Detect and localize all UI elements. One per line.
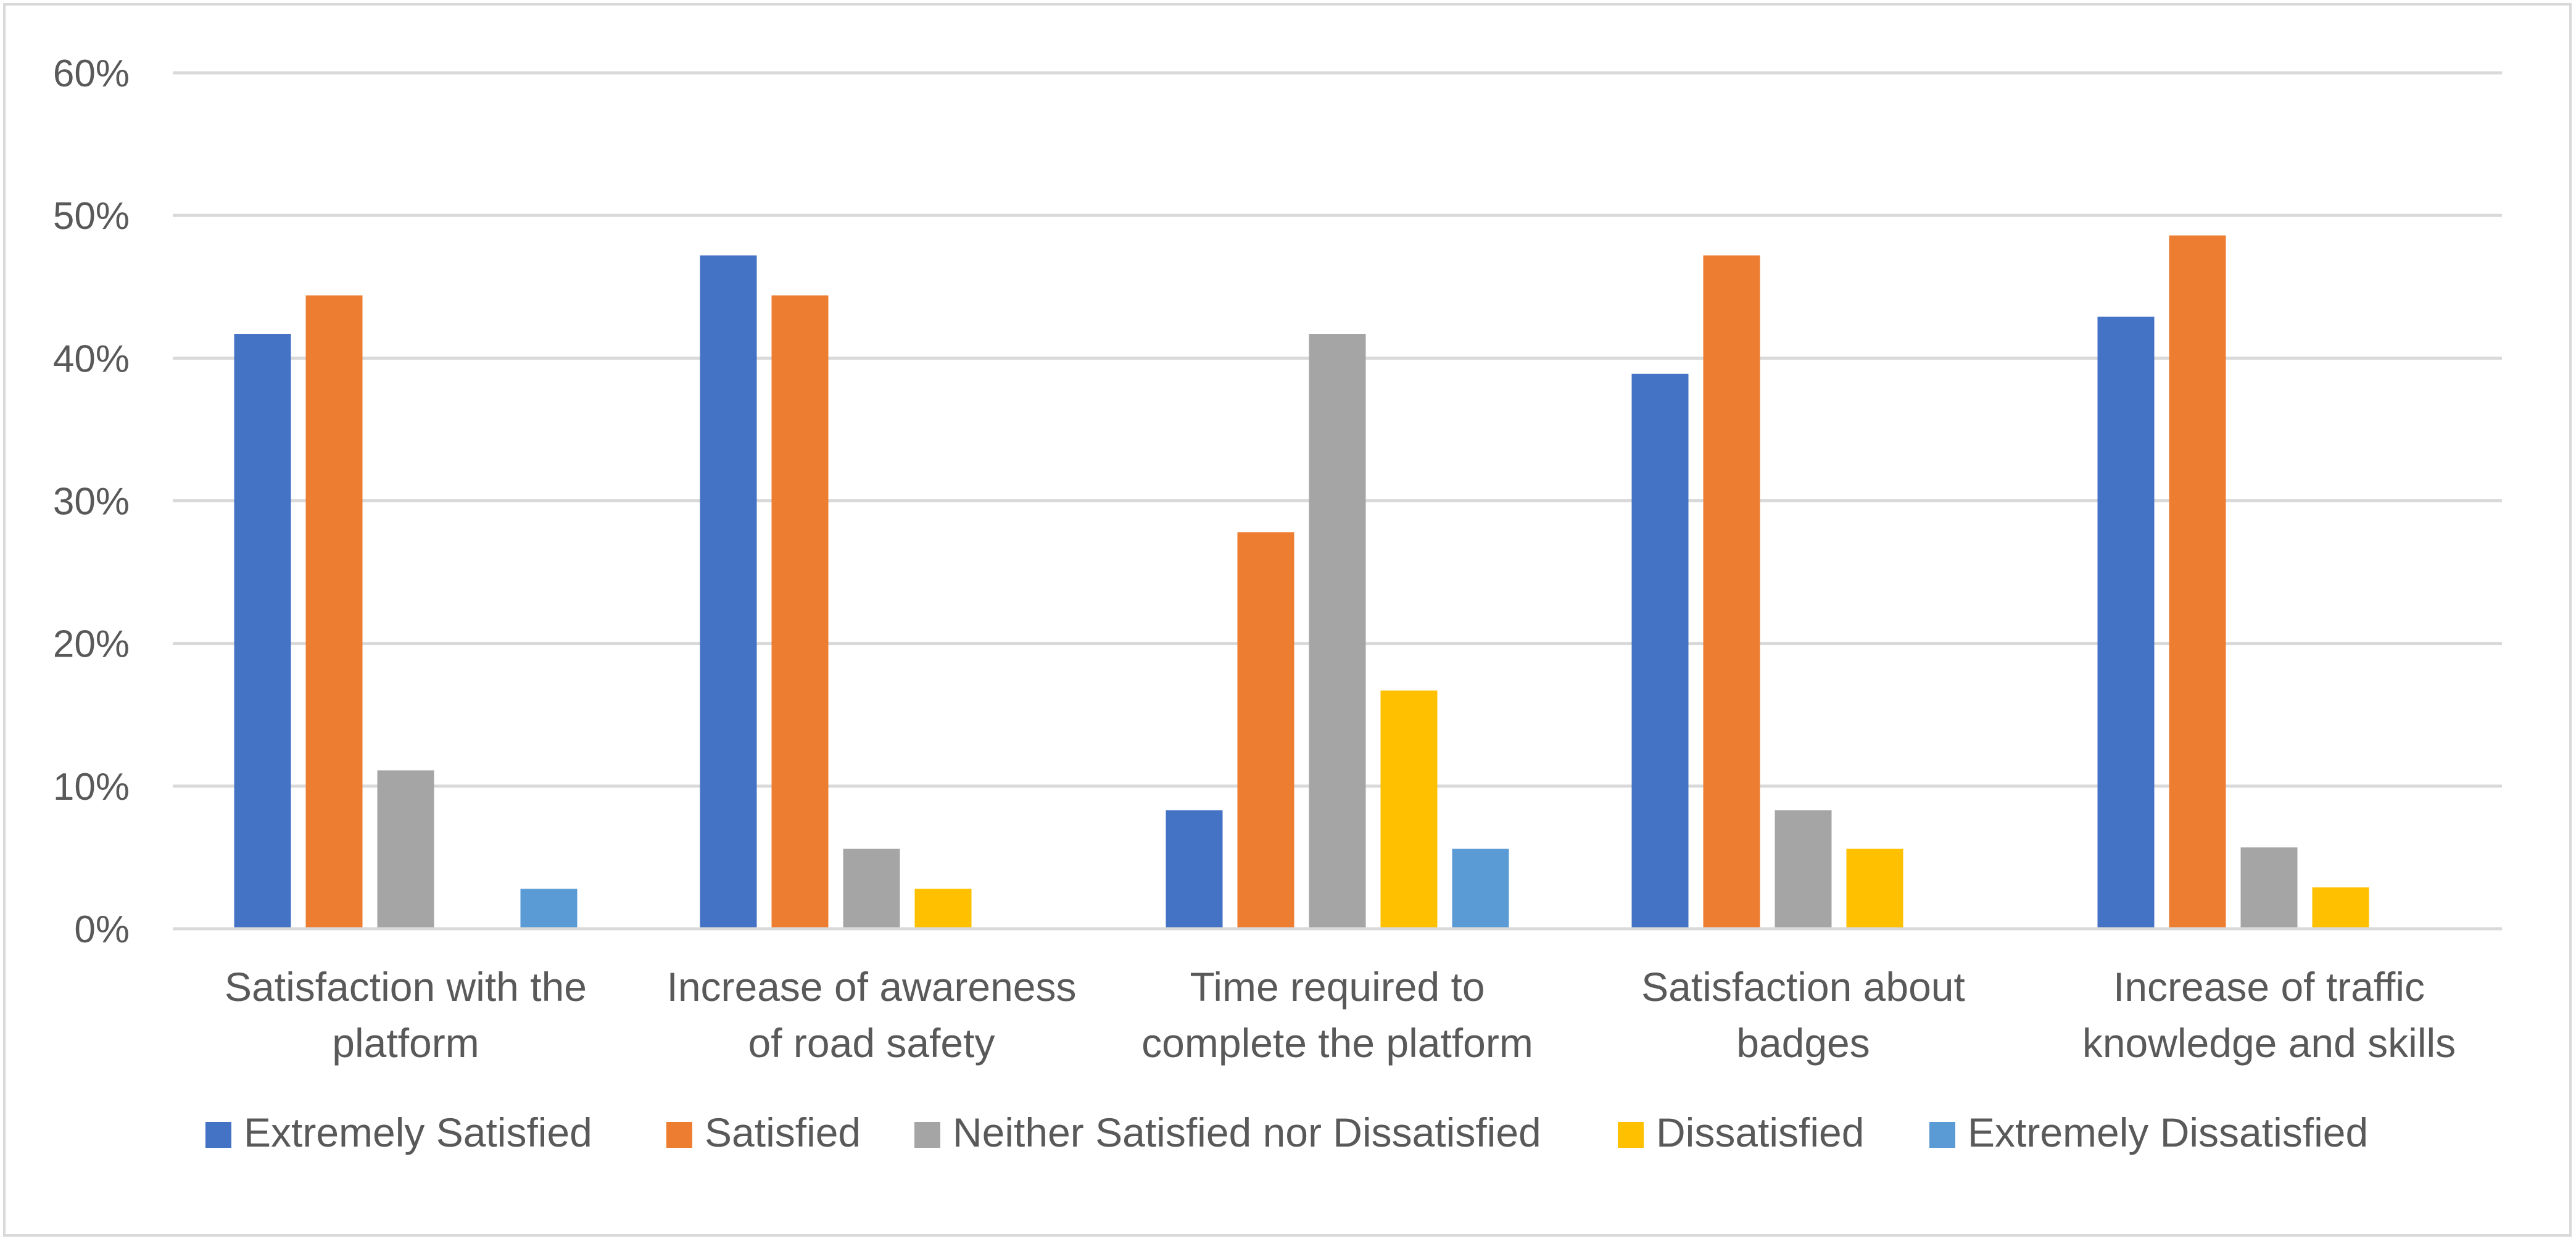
bar bbox=[1452, 849, 1509, 929]
x-category-label: Satisfaction about bbox=[1641, 964, 1965, 1010]
bar bbox=[843, 849, 900, 929]
x-category-label: Increase of traffic bbox=[2113, 964, 2425, 1010]
legend-swatch bbox=[666, 1122, 692, 1148]
bar bbox=[2240, 847, 2298, 929]
bar bbox=[305, 295, 363, 929]
legend-swatch bbox=[914, 1122, 940, 1148]
bar bbox=[1631, 373, 1689, 929]
bar bbox=[1309, 334, 1366, 929]
legend-label: Satisfied bbox=[705, 1110, 861, 1155]
x-category-label: Time required to bbox=[1190, 964, 1485, 1010]
bar bbox=[1775, 810, 1832, 929]
x-category-label: Increase of awareness bbox=[666, 964, 1076, 1010]
x-category-label: Satisfaction with the bbox=[225, 964, 587, 1010]
y-tick-label: 30% bbox=[53, 481, 130, 523]
legend-swatch bbox=[205, 1122, 231, 1148]
legend-label: Dissatisfied bbox=[1656, 1110, 1864, 1155]
bar bbox=[700, 255, 757, 929]
legend-label: Extremely Satisfied bbox=[244, 1110, 592, 1155]
bar bbox=[1166, 810, 1223, 929]
y-tick-label: 10% bbox=[53, 766, 130, 808]
legend-swatch bbox=[1929, 1122, 1955, 1148]
bar bbox=[1703, 255, 1760, 929]
bar bbox=[2312, 887, 2369, 929]
legend-swatch bbox=[1618, 1122, 1644, 1148]
y-tick-label: 40% bbox=[53, 338, 130, 380]
x-category-label: badges bbox=[1736, 1020, 1870, 1066]
bar bbox=[771, 295, 829, 929]
bar bbox=[1380, 690, 1438, 929]
y-tick-label: 50% bbox=[53, 195, 130, 238]
bar bbox=[2097, 317, 2155, 929]
x-category-label: of road safety bbox=[748, 1020, 995, 1066]
bar bbox=[520, 889, 578, 929]
y-tick-label: 20% bbox=[53, 623, 130, 666]
y-tick-label: 60% bbox=[53, 52, 130, 95]
x-category-label: complete the platform bbox=[1141, 1020, 1533, 1066]
bar bbox=[1846, 849, 1903, 929]
bar bbox=[914, 889, 972, 929]
x-category-label: platform bbox=[332, 1020, 479, 1066]
legend-label: Neither Satisfied nor Dissatisfied bbox=[953, 1110, 1541, 1155]
bar bbox=[234, 334, 291, 929]
bar bbox=[2169, 235, 2226, 929]
x-category-label: knowledge and skills bbox=[2082, 1020, 2456, 1066]
legend-label: Extremely Dissatisfied bbox=[1968, 1110, 2368, 1155]
y-tick-label: 0% bbox=[74, 908, 130, 951]
bar bbox=[377, 770, 434, 929]
bar bbox=[1237, 532, 1294, 929]
